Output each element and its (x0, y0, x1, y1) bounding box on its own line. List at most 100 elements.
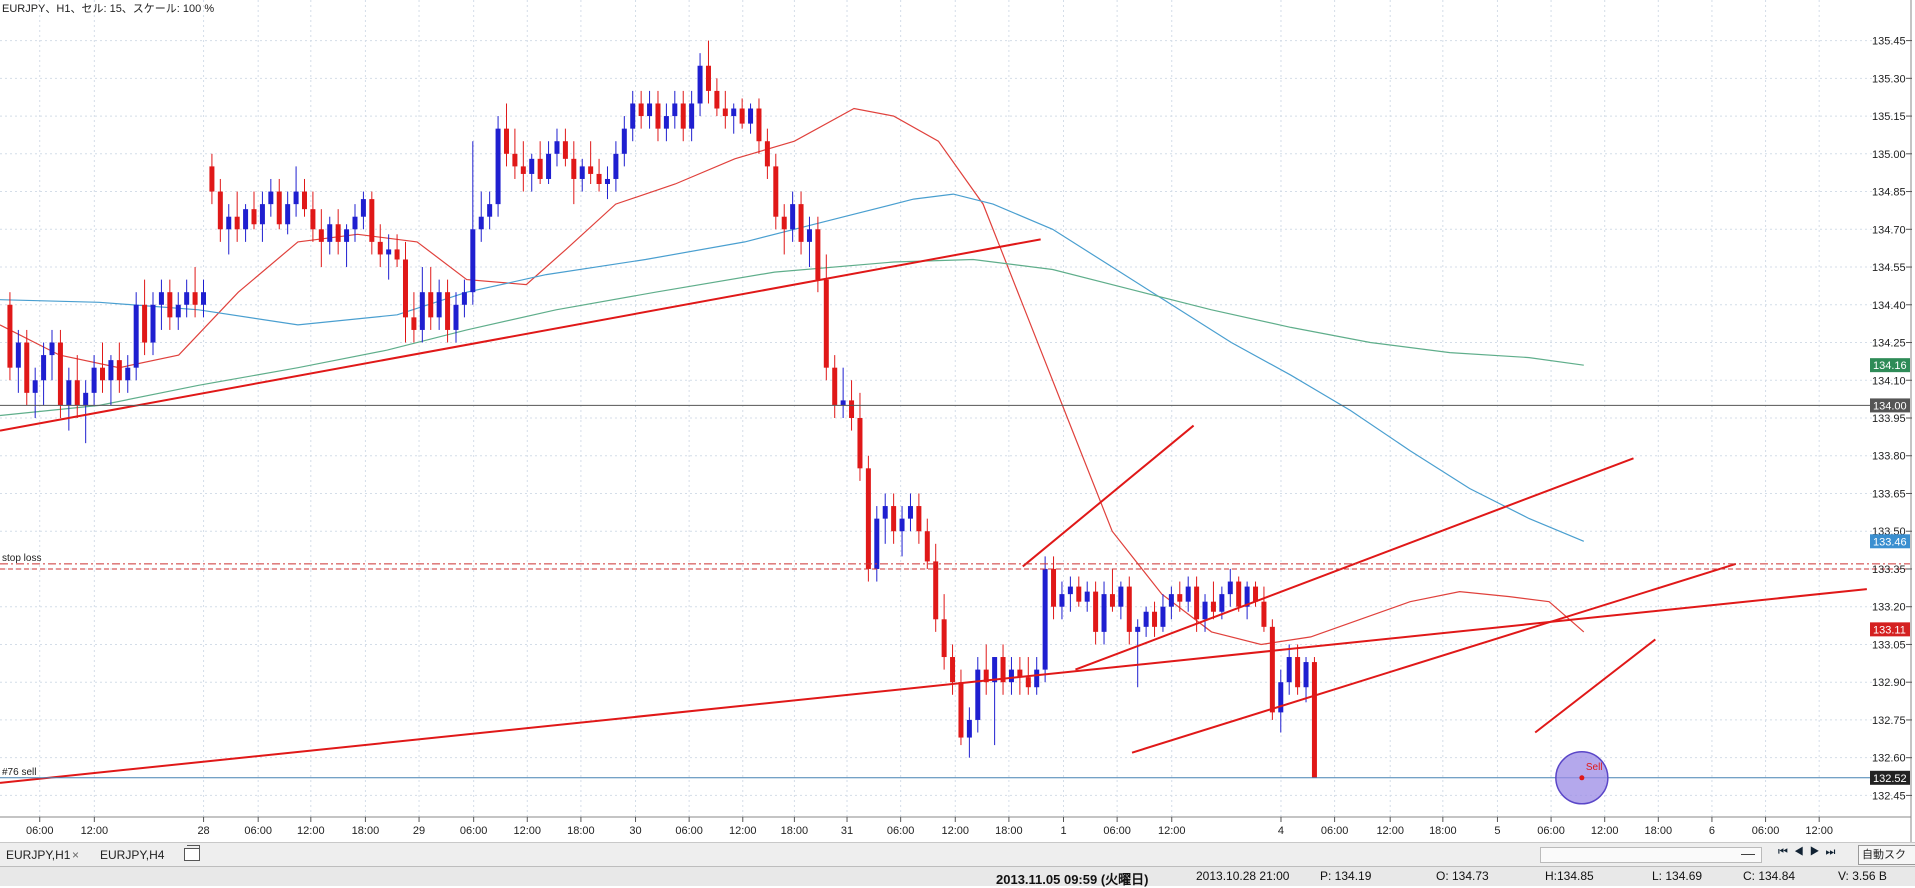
candle-body (562, 141, 568, 159)
x-tick-label: 29 (413, 825, 425, 837)
x-tick-label: 12:00 (1591, 825, 1619, 837)
price-label: 133.46 (1873, 536, 1907, 548)
tab-close-icon[interactable]: × (72, 848, 80, 862)
candle-body (604, 178, 610, 184)
candle-body (647, 103, 653, 117)
x-tick-label: 12:00 (1376, 825, 1404, 837)
candle-body (882, 506, 888, 519)
candle-body (1067, 586, 1073, 595)
candle-body (1000, 657, 1006, 683)
candle-body (1210, 601, 1216, 612)
candle-body (958, 682, 964, 738)
candle-body (394, 249, 400, 260)
x-tick-label: 06:00 (1103, 825, 1131, 837)
y-tick-label: 134.25 (1872, 338, 1906, 350)
candle-body (857, 418, 863, 469)
candle-body (941, 619, 947, 658)
x-tick-label: 5 (1494, 825, 1500, 837)
candle-body (899, 518, 905, 532)
candle-body (377, 241, 383, 255)
candle-body (781, 216, 787, 230)
horizontal-line-label: #76 sell (2, 767, 36, 778)
candle-body (891, 506, 897, 532)
candle-body (1017, 669, 1023, 678)
x-tick-label: 06:00 (675, 825, 703, 837)
candle-body (91, 367, 97, 393)
candle-body (655, 103, 661, 129)
candle-body (832, 367, 838, 406)
candle-body (571, 158, 577, 179)
candle-body (470, 229, 476, 293)
candle-body (310, 209, 316, 230)
auto-scroll-button[interactable]: 自動スク (1858, 845, 1915, 865)
y-tick-label: 134.40 (1872, 300, 1906, 312)
candle-body (478, 216, 484, 230)
y-tick-label: 132.75 (1872, 715, 1906, 727)
candle-body (924, 531, 930, 562)
trendline-4 (1075, 457, 1634, 671)
price-chart[interactable]: stop loss #76 sell Sell 135.45 135.30 135.15 1… (0, 0, 1915, 842)
x-tick-label: 06:00 (1537, 825, 1565, 837)
candle-body (209, 166, 215, 192)
candle-body (663, 116, 669, 129)
candle-body (1042, 568, 1048, 670)
tab-eurjpy-h4[interactable]: EURJPY,H4 (100, 848, 165, 862)
candle-body (840, 400, 846, 406)
moving-average-3 (0, 258, 1584, 417)
candle-body (74, 380, 80, 406)
price-label-bg (1870, 358, 1910, 373)
candle-body (360, 199, 366, 217)
x-tick-label: 12:00 (942, 825, 970, 837)
candle-body (83, 392, 89, 406)
candle-body (234, 216, 240, 230)
candle-body (554, 141, 560, 154)
candle-body (1093, 591, 1099, 632)
tab-eurjpy-h1[interactable]: EURJPY,H1 (6, 848, 71, 862)
y-tick-label: 134.70 (1872, 224, 1906, 236)
candle-body (133, 304, 139, 368)
candle-body (66, 380, 72, 406)
candle-body (411, 317, 417, 330)
candle-body (773, 166, 779, 217)
candle-body (327, 224, 333, 242)
y-tick-label: 135.15 (1872, 111, 1906, 123)
candle-body (15, 342, 21, 368)
candle-body (1084, 591, 1090, 602)
trendline-2 (0, 588, 1867, 784)
price-label-bg (1870, 770, 1910, 785)
x-tick-label: 06:00 (26, 825, 54, 837)
candle-body (1278, 682, 1284, 713)
candle-body (1118, 586, 1124, 607)
candle-body (487, 204, 493, 217)
price-label-bg (1870, 622, 1910, 637)
chart-tab-bar: EURJPY,H1 × EURJPY,H4 — ⏮◀▶⏭ 自動スク (0, 842, 1915, 867)
price-label: 132.52 (1873, 773, 1907, 785)
candle-body (1194, 586, 1200, 620)
candle-body (495, 128, 501, 205)
candle-body (158, 292, 164, 305)
x-tick-label: 31 (841, 825, 853, 837)
candle-body (419, 292, 425, 330)
chart-scrollbar[interactable] (1540, 847, 1762, 863)
zoom-out-button[interactable]: — (1741, 845, 1755, 861)
y-tick-label: 132.45 (1872, 790, 1906, 802)
candle-body (512, 153, 518, 167)
candle-body (436, 292, 442, 318)
x-tick-label: 06:00 (1321, 825, 1349, 837)
candle-body (453, 304, 459, 330)
sell-marker-dot (1579, 775, 1585, 781)
x-tick-label: 18:00 (781, 825, 809, 837)
candle-body (1025, 677, 1031, 688)
y-tick-label: 133.05 (1872, 639, 1906, 651)
candle-body (1051, 568, 1057, 607)
candle-body (748, 108, 754, 124)
windows-icon[interactable] (184, 845, 200, 861)
candle-body (192, 292, 198, 305)
price-label: 133.11 (1873, 624, 1906, 636)
status-open: O: 134.73 (1436, 869, 1489, 883)
candle-body (798, 204, 804, 242)
navigation-buttons[interactable]: ⏮◀▶⏭ (1778, 846, 1842, 858)
candle-body (739, 108, 745, 124)
candle-body (722, 108, 728, 117)
candle-body (1295, 657, 1301, 688)
